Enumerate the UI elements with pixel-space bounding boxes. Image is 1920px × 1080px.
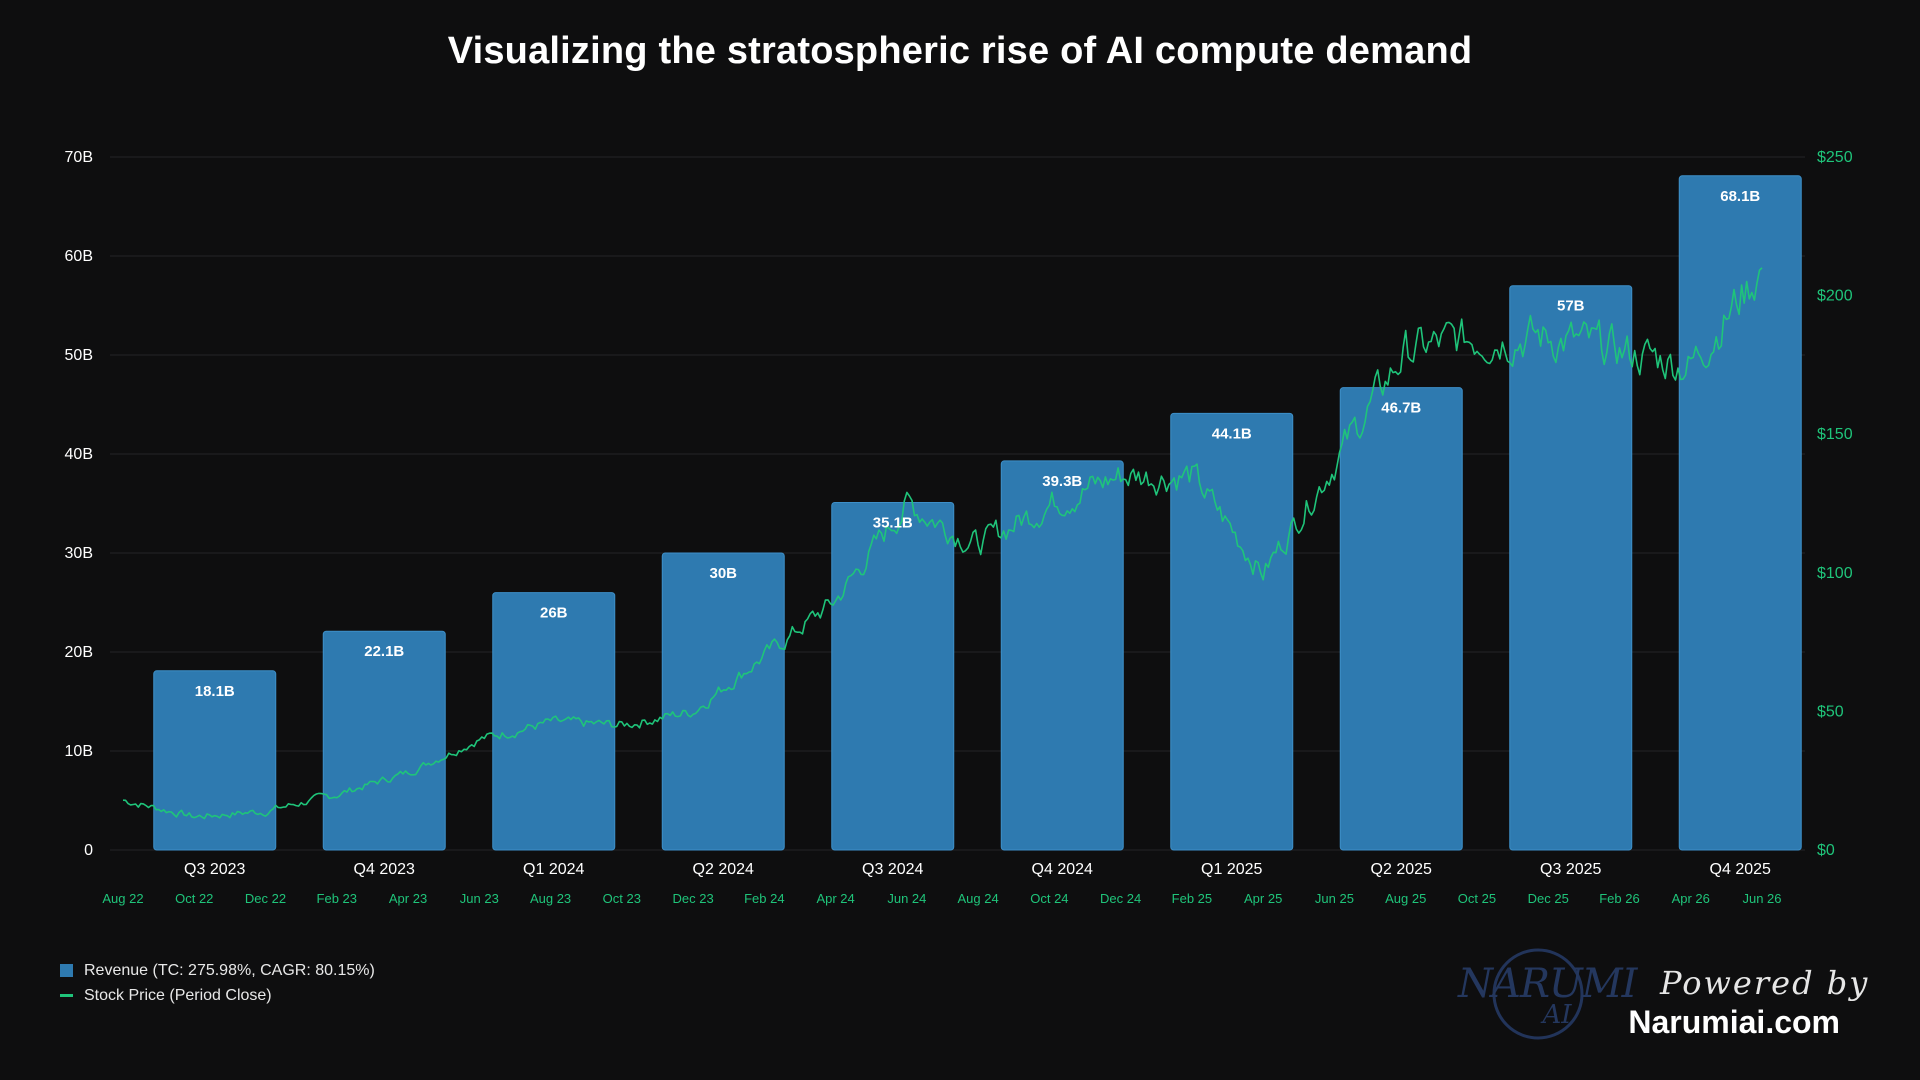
- date-tick-label: Apr 23: [389, 891, 427, 906]
- left-axis-tick-label: 10B: [65, 743, 93, 760]
- powered-by-text: Powered by: [1660, 964, 1870, 1002]
- legend-label-revenue: Revenue (TC: 275.98%, CAGR: 80.15%): [84, 961, 375, 979]
- stock-price-line-group: [122, 267, 1763, 820]
- bar-value-label: 46.7B: [1381, 400, 1421, 417]
- right-axis-tick-label: $150: [1817, 426, 1853, 443]
- date-tick-label: Aug 24: [958, 891, 999, 906]
- left-axis: 0 10B 20B 30B 40B 50B 60B 70B: [65, 149, 94, 859]
- revenue-bar[interactable]: [1339, 387, 1463, 851]
- date-tick-label: Jun 25: [1315, 891, 1354, 906]
- right-axis-tick-label: $250: [1817, 149, 1853, 166]
- date-axis: Aug 22 Oct 22 Dec 22 Feb 23 Apr 23 Jun 23 Aug …: [102, 891, 1781, 906]
- date-tick-label: Feb 26: [1599, 891, 1639, 906]
- logo-text: NARUMI: [1458, 961, 1637, 1007]
- date-tick-label: Apr 25: [1244, 891, 1282, 906]
- narumi-ai-logo-icon: [1492, 948, 1584, 1040]
- date-tick-label: Dec 25: [1528, 891, 1569, 906]
- date-tick-label: Feb 25: [1172, 891, 1212, 906]
- legend-item-revenue[interactable]: Revenue (TC: 275.98%, CAGR: 80.15%): [60, 958, 375, 983]
- site-link[interactable]: Narumiai.com: [1628, 1004, 1840, 1040]
- category-axis: Q3 2023 Q4 2023 Q1 2024 Q2 2024 Q3 2024 Q4 20…: [184, 861, 1771, 878]
- date-tick-label: Apr 24: [816, 891, 854, 906]
- legend-swatch-revenue: [60, 964, 73, 977]
- revenue-bars: [153, 175, 1802, 851]
- category-tick-label: Q3 2024: [862, 861, 923, 878]
- left-axis-tick-label: 20B: [65, 644, 93, 661]
- revenue-bar[interactable]: [1000, 460, 1124, 851]
- legend: Revenue (TC: 275.98%, CAGR: 80.15%) Stoc…: [60, 958, 375, 1008]
- left-axis-tick-label: 0: [84, 842, 93, 859]
- legend-swatch-stock: [60, 994, 73, 997]
- revenue-bar[interactable]: [492, 592, 616, 851]
- category-tick-label: Q1 2025: [1201, 861, 1262, 878]
- revenue-bar[interactable]: [831, 502, 955, 851]
- bar-value-label: 68.1B: [1720, 188, 1760, 205]
- left-axis-tick-label: 30B: [65, 545, 93, 562]
- revenue-bar[interactable]: [322, 630, 446, 851]
- revenue-bar[interactable]: [1170, 412, 1294, 851]
- category-tick-label: Q3 2023: [184, 861, 245, 878]
- date-tick-label: Jun 23: [460, 891, 499, 906]
- category-tick-label: Q2 2024: [693, 861, 754, 878]
- left-axis-tick-label: 60B: [65, 248, 93, 265]
- date-tick-label: Feb 23: [317, 891, 357, 906]
- left-axis-tick-label: 70B: [65, 149, 93, 166]
- date-tick-label: Oct 22: [175, 891, 213, 906]
- category-tick-label: Q1 2024: [523, 861, 584, 878]
- right-axis-tick-label: $50: [1817, 703, 1844, 720]
- left-axis-tick-label: 50B: [65, 347, 93, 364]
- bar-value-label: 18.1B: [195, 683, 235, 700]
- date-tick-label: Aug 25: [1385, 891, 1426, 906]
- right-axis-tick-label: $100: [1817, 565, 1853, 582]
- right-axis-tick-label: $200: [1817, 288, 1853, 305]
- bar-value-label: 44.1B: [1212, 425, 1252, 442]
- category-tick-label: Q3 2025: [1540, 861, 1601, 878]
- date-tick-label: Dec 23: [672, 891, 713, 906]
- bar-value-label: 30B: [709, 565, 737, 582]
- right-axis: $0 $50 $100 $150 $200 $250: [1817, 149, 1853, 859]
- right-axis-tick-label: $0: [1817, 842, 1835, 859]
- revenue-bar[interactable]: [661, 552, 785, 851]
- category-tick-label: Q4 2024: [1032, 861, 1093, 878]
- bar-value-label: 57B: [1557, 298, 1585, 315]
- date-tick-label: Aug 23: [530, 891, 571, 906]
- date-tick-label: Jun 24: [887, 891, 926, 906]
- date-tick-label: Dec 24: [1100, 891, 1141, 906]
- date-tick-label: Oct 24: [1030, 891, 1068, 906]
- brand-block: NARUMI AI Powered by Narumiai.com: [1450, 940, 1870, 1040]
- legend-item-stock[interactable]: Stock Price (Period Close): [60, 983, 375, 1008]
- date-tick-label: Aug 22: [102, 891, 143, 906]
- category-tick-label: Q4 2025: [1710, 861, 1771, 878]
- bar-value-label: 39.3B: [1042, 473, 1082, 490]
- date-tick-label: Apr 26: [1672, 891, 1710, 906]
- category-tick-label: Q4 2023: [354, 861, 415, 878]
- date-tick-label: Oct 25: [1458, 891, 1496, 906]
- left-axis-tick-label: 40B: [65, 446, 93, 463]
- bar-value-label: 22.1B: [364, 643, 404, 660]
- logo-sub: AI: [1542, 1000, 1572, 1030]
- date-tick-label: Feb 24: [744, 891, 784, 906]
- revenue-bar[interactable]: [1509, 285, 1633, 851]
- category-tick-label: Q2 2025: [1371, 861, 1432, 878]
- bar-value-label: 26B: [540, 605, 568, 622]
- revenue-bar[interactable]: [153, 670, 277, 851]
- bar-value-labels: 18.1B 22.1B 26B 30B 35.1B 39.3B 44.1B 46.7B 57B 6…: [195, 188, 1761, 700]
- date-tick-label: Jun 26: [1742, 891, 1781, 906]
- revenue-bar[interactable]: [1678, 175, 1802, 851]
- bar-value-label: 35.1B: [873, 515, 913, 532]
- date-tick-label: Oct 23: [603, 891, 641, 906]
- legend-label-stock: Stock Price (Period Close): [84, 986, 272, 1004]
- date-tick-label: Dec 22: [245, 891, 286, 906]
- chart-title: Visualizing the stratospheric rise of AI…: [447, 30, 1473, 72]
- stock-price-line[interactable]: [122, 267, 1763, 820]
